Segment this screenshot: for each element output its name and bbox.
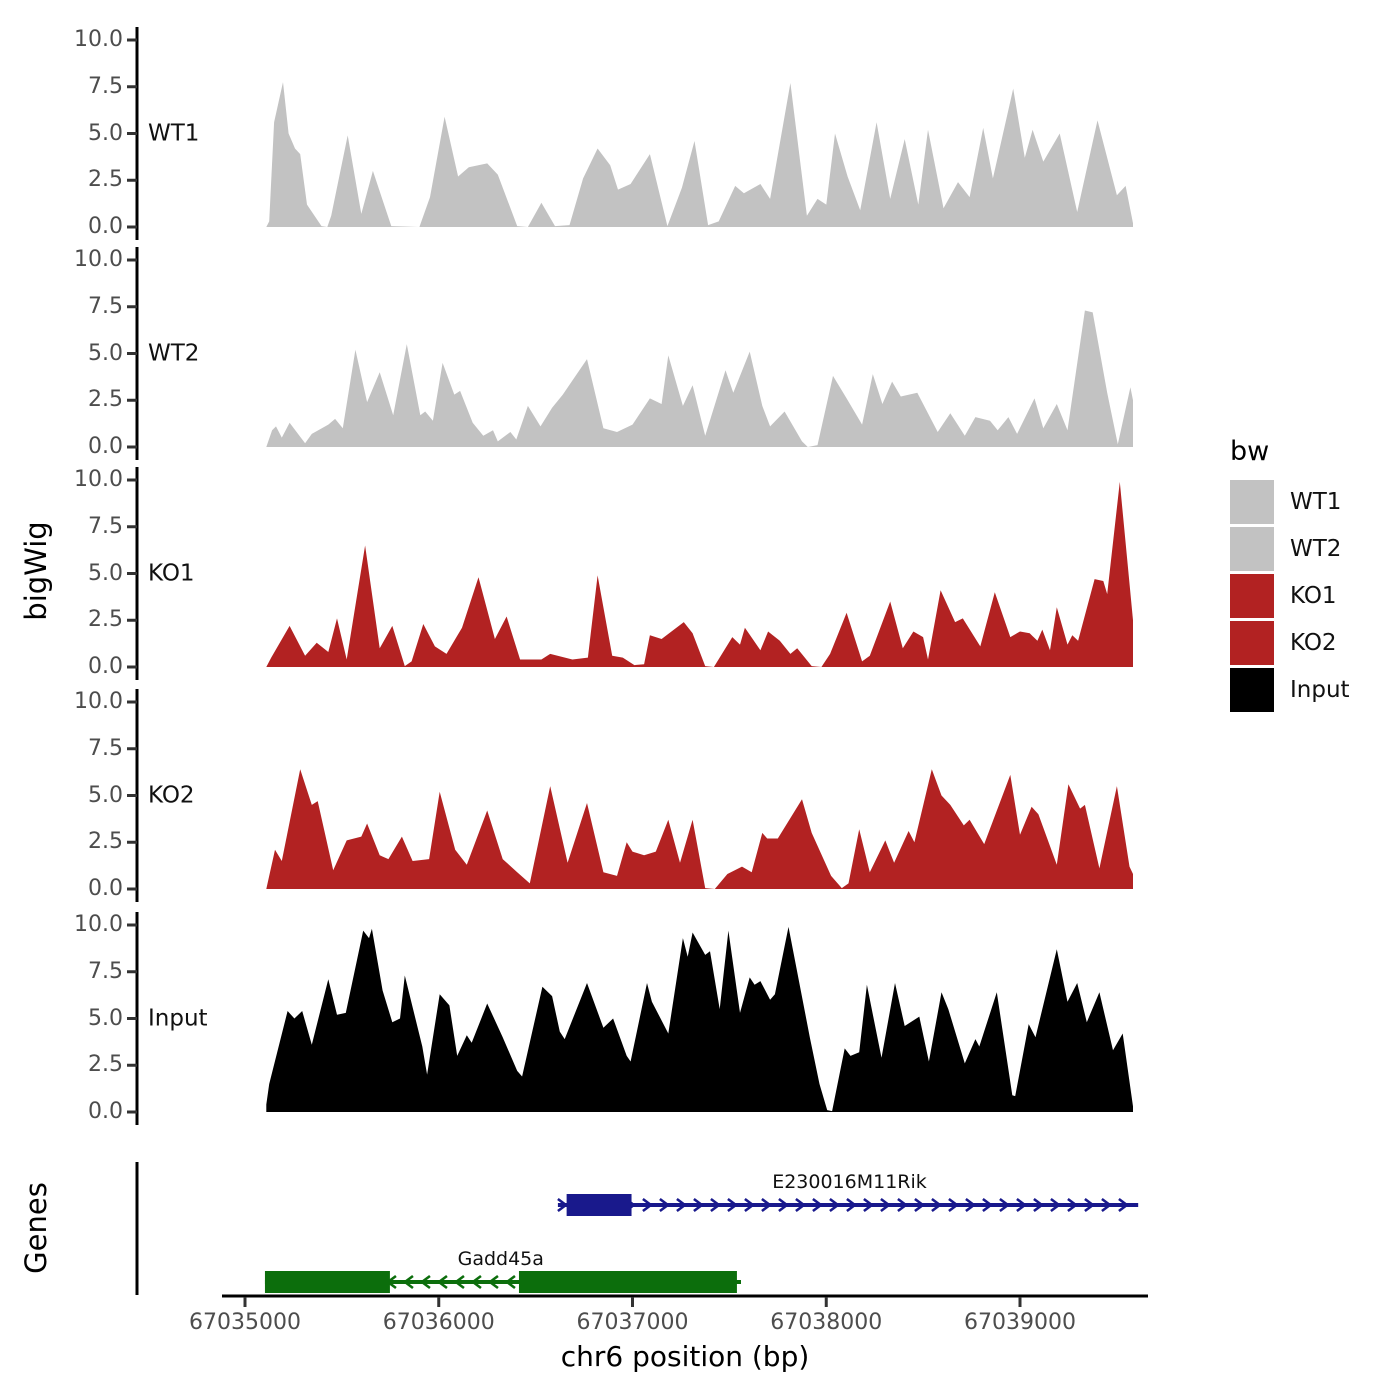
- strand-arrow-icon: [676, 1197, 688, 1213]
- legend-key-Input: [1230, 668, 1274, 712]
- y-tick-label: 5.0: [88, 1005, 123, 1031]
- genes-panel-label: Genes: [19, 1182, 53, 1274]
- strand-arrow-icon: [897, 1197, 909, 1213]
- strand-arrow-icon: [829, 1197, 841, 1213]
- track-label-KO2: KO2: [148, 782, 195, 808]
- y-tick-label: 2.5: [88, 387, 123, 413]
- strand-arrow-icon: [727, 1197, 739, 1213]
- track-label-Input: Input: [148, 1005, 208, 1031]
- gene-label-Gadd45a: Gadd45a: [457, 1248, 544, 1270]
- y-tick-label: 7.5: [88, 293, 123, 319]
- y-tick-label: 10.0: [74, 467, 123, 492]
- legend-label-WT1: WT1: [1290, 489, 1342, 515]
- strand-arrow-icon: [642, 1197, 654, 1213]
- y-tick-label: 7.5: [88, 513, 123, 539]
- y-tick-label: 0.0: [88, 876, 123, 901]
- legend-key-WT1: [1230, 480, 1274, 524]
- x-tick-label: 67036000: [382, 1310, 495, 1335]
- strand-arrow-icon: [812, 1197, 824, 1213]
- track-area-WT2: [266, 310, 1133, 447]
- y-tick-label: 10.0: [74, 247, 123, 272]
- strand-arrow-icon: [487, 1274, 499, 1290]
- strand-arrow-icon: [965, 1197, 977, 1213]
- strand-arrow-icon: [846, 1197, 858, 1213]
- strand-arrow-icon: [914, 1197, 926, 1213]
- strand-arrow-icon: [659, 1197, 671, 1213]
- strand-arrow-icon: [1016, 1197, 1028, 1213]
- strand-arrow-icon: [453, 1274, 465, 1290]
- legend-label-WT2: WT2: [1290, 536, 1342, 562]
- y-tick-label: 10.0: [74, 912, 123, 937]
- y-tick-label: 10.0: [74, 27, 123, 52]
- y-tick-label: 10.0: [74, 689, 123, 714]
- strand-arrow-icon: [419, 1274, 431, 1290]
- track-label-WT1: WT1: [148, 120, 200, 146]
- track-area-Input: [266, 926, 1133, 1112]
- strand-arrow-icon: [795, 1197, 807, 1213]
- gene-label-E230016M11Rik: E230016M11Rik: [772, 1171, 927, 1193]
- gene-exon-Gadd45a: [518, 1271, 737, 1293]
- legend-title: bw: [1230, 436, 1270, 467]
- strand-arrow-icon: [504, 1274, 516, 1290]
- strand-arrow-icon: [1050, 1197, 1062, 1213]
- strand-arrow-icon: [761, 1197, 773, 1213]
- y-tick-label: 7.5: [88, 735, 123, 761]
- x-tick-label: 67038000: [770, 1310, 883, 1335]
- x-tick-label: 67037000: [576, 1310, 689, 1335]
- strand-arrow-icon: [1033, 1197, 1045, 1213]
- y-tick-label: 2.5: [88, 607, 123, 633]
- y-tick-label: 0.0: [88, 1099, 123, 1124]
- x-tick-label: 67039000: [964, 1310, 1076, 1335]
- strand-arrow-icon: [436, 1274, 448, 1290]
- y-tick-label: 7.5: [88, 73, 123, 99]
- track-area-KO1: [266, 481, 1133, 667]
- strand-arrow-icon: [1101, 1197, 1113, 1213]
- gene-exon-Gadd45a: [264, 1271, 390, 1293]
- strand-arrow-icon: [982, 1197, 994, 1213]
- y-tick-label: 5.0: [88, 560, 123, 586]
- strand-arrow-icon: [710, 1197, 722, 1213]
- y-tick-label: 5.0: [88, 340, 123, 366]
- y-tick-label: 0.0: [88, 654, 123, 679]
- legend-label-KO1: KO1: [1290, 583, 1337, 609]
- y-tick-label: 0.0: [88, 434, 123, 459]
- x-axis-title: chr6 position (bp): [560, 1340, 810, 1373]
- strand-arrow-icon: [863, 1197, 875, 1213]
- strand-arrow-icon: [880, 1197, 892, 1213]
- track-area-WT1: [266, 82, 1133, 227]
- y-tick-label: 5.0: [88, 120, 123, 146]
- legend-label-KO2: KO2: [1290, 630, 1337, 656]
- y-tick-label: 2.5: [88, 167, 123, 193]
- strand-arrow-icon: [402, 1274, 414, 1290]
- x-tick-label: 67035000: [189, 1310, 301, 1335]
- y-tick-label: 2.5: [88, 1052, 123, 1078]
- strand-arrow-icon: [1067, 1197, 1079, 1213]
- strand-arrow-icon: [931, 1197, 943, 1213]
- strand-arrow-icon: [557, 1197, 569, 1213]
- y-tick-label: 5.0: [88, 782, 123, 808]
- strand-arrow-icon: [778, 1197, 790, 1213]
- legend-label-Input: Input: [1290, 677, 1350, 703]
- track-label-WT2: WT2: [148, 340, 200, 366]
- strand-arrow-icon: [999, 1197, 1011, 1213]
- legend-key-WT2: [1230, 527, 1274, 571]
- legend-key-KO1: [1230, 574, 1274, 618]
- strand-arrow-icon: [1118, 1197, 1130, 1213]
- y-tick-label: 2.5: [88, 829, 123, 855]
- track-label-KO1: KO1: [148, 560, 195, 586]
- strand-arrow-icon: [948, 1197, 960, 1213]
- strand-arrow-icon: [1084, 1197, 1096, 1213]
- track-area-KO2: [266, 769, 1133, 889]
- gene-exon-E230016M11Rik: [566, 1194, 632, 1216]
- strand-arrow-icon: [470, 1274, 482, 1290]
- y-tick-label: 7.5: [88, 958, 123, 984]
- y-tick-label: 0.0: [88, 214, 123, 239]
- legend-key-KO2: [1230, 621, 1274, 665]
- strand-arrow-icon: [744, 1197, 756, 1213]
- strand-arrow-icon: [693, 1197, 705, 1213]
